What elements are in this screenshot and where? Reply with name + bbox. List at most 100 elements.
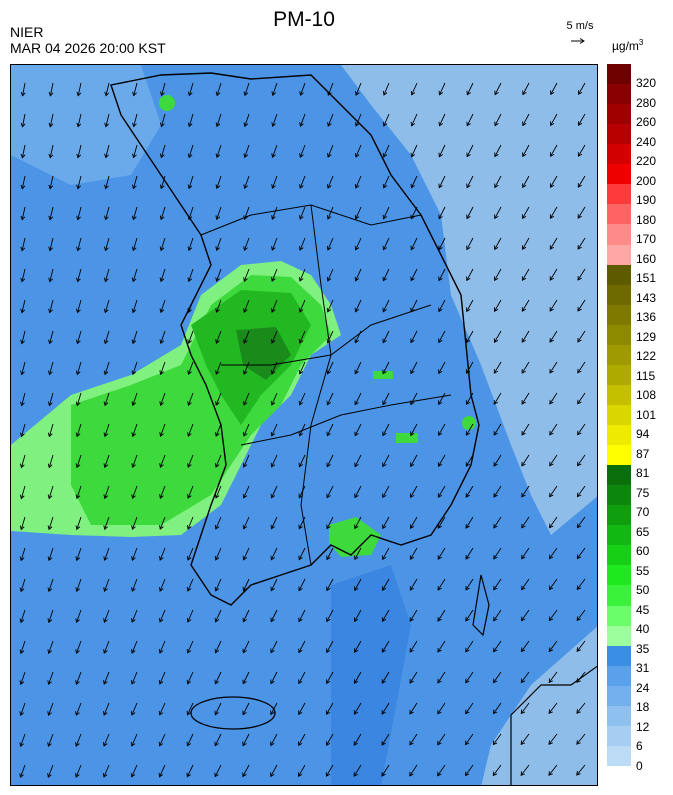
wind-arrow [216,237,222,251]
wind-arrow [242,764,250,777]
wind-arrow-head [158,679,164,685]
wind-arrow [103,733,110,747]
wind-arrow [103,702,110,716]
wind-arrow [326,392,334,405]
wind-arrow [21,175,26,189]
wind-arrow [466,144,474,157]
wind-arrow [548,640,558,652]
wind-arrow [326,671,334,684]
wind-arrow-head [438,369,443,375]
wind-arrow-head [19,463,25,469]
wind-arrow [438,206,446,219]
wind-arrow-head [438,245,443,251]
legend-label: 143 [636,290,657,305]
wind-arrow-head [326,648,331,654]
wind-arrow-head [298,338,304,344]
wind-arrow [47,764,54,778]
legend-swatch [607,404,631,426]
wind-arrow [549,547,558,559]
wind-arrow [550,144,558,157]
wind-arrow-head [48,153,54,159]
legend-label: 180 [636,212,657,227]
wind-arrow [409,640,418,653]
wind-arrow [522,237,530,250]
wind-arrow-head [466,338,471,344]
wind-arrow [381,764,390,777]
wind-arrow-head [159,494,164,499]
wind-arrow-head [521,492,526,498]
wind-arrow-head [75,742,80,747]
wind-arrow-head [215,184,221,190]
wind-arrow [20,485,26,499]
wind-arrow-head [130,710,136,716]
wind-arrow-head [103,339,109,345]
wind-arrow-head [410,152,416,158]
wind-arrow-head [410,183,416,189]
wind-arrow-head [465,431,471,436]
wind-arrow-head [494,214,499,220]
wind-arrow-head [354,152,360,158]
wind-arrow [243,361,250,375]
wind-arrow-head [48,370,53,376]
wind-arrow [159,702,166,716]
wind-arrow-head [576,740,581,745]
wind-arrow-head [131,308,137,314]
wind-arrow-head [103,277,109,283]
wind-arrow [383,82,390,96]
wind-arrow [48,423,54,437]
wind-arrow-head [131,339,137,345]
wind-arrow-head [214,741,219,747]
wind-arrow-head [577,306,582,312]
wind-arrow [159,547,166,561]
wind-reference-label: 5 m/s [566,20,594,32]
wind-arrow-head [187,91,193,97]
wind-arrow [299,423,306,436]
wind-arrow [49,361,54,375]
wind-arrow [437,733,446,746]
pm10-map[interactable] [10,64,598,786]
wind-arrow [214,733,222,746]
wind-arrow-head [214,586,220,592]
wind-arrow [104,454,110,468]
wind-arrow-head [242,772,247,778]
wind-arrow [549,299,558,312]
wind-arrow-head [131,432,137,438]
wind-arrow-head [410,462,415,468]
wind-arrow [299,175,306,189]
wind-arrow [410,392,418,405]
wind-arrow [521,485,530,498]
wind-arrow-head [159,122,165,128]
wind-arrow [381,640,390,653]
wind-arrow-head [576,647,581,653]
wind-arrow [493,671,502,683]
wind-arrow-head [47,618,53,624]
wind-arrow-head [270,462,276,468]
wind-arrow-head [76,122,82,128]
wind-arrow-head [187,463,192,468]
wind-arrow [494,268,502,281]
wind-arrow [354,547,362,560]
wind-arrow-head [158,772,164,778]
wind-arrow [520,733,530,745]
wind-arrow [103,764,110,778]
wind-arrow-head [492,771,498,777]
wind-arrow [438,330,446,343]
wind-arrow [521,299,530,312]
wind-arrow [187,578,194,592]
wind-arrow [104,578,110,592]
wind-arrow [132,237,138,251]
wind-arrow-head [20,432,25,438]
wind-reference-arrow-icon [571,38,585,44]
wind-arrow [21,361,26,375]
wind-arrow [133,113,138,127]
wind-arrow-head [298,648,303,654]
wind-arrow-head [494,276,499,282]
legend-swatch [607,725,631,747]
wind-arrow-head [326,245,332,251]
wind-arrow [271,330,278,344]
wind-arrow-head [522,214,527,220]
wind-arrow [77,237,82,251]
wind-arrow-head [19,618,25,624]
wind-arrow-head [186,524,192,530]
wind-arrow-head [102,741,108,747]
